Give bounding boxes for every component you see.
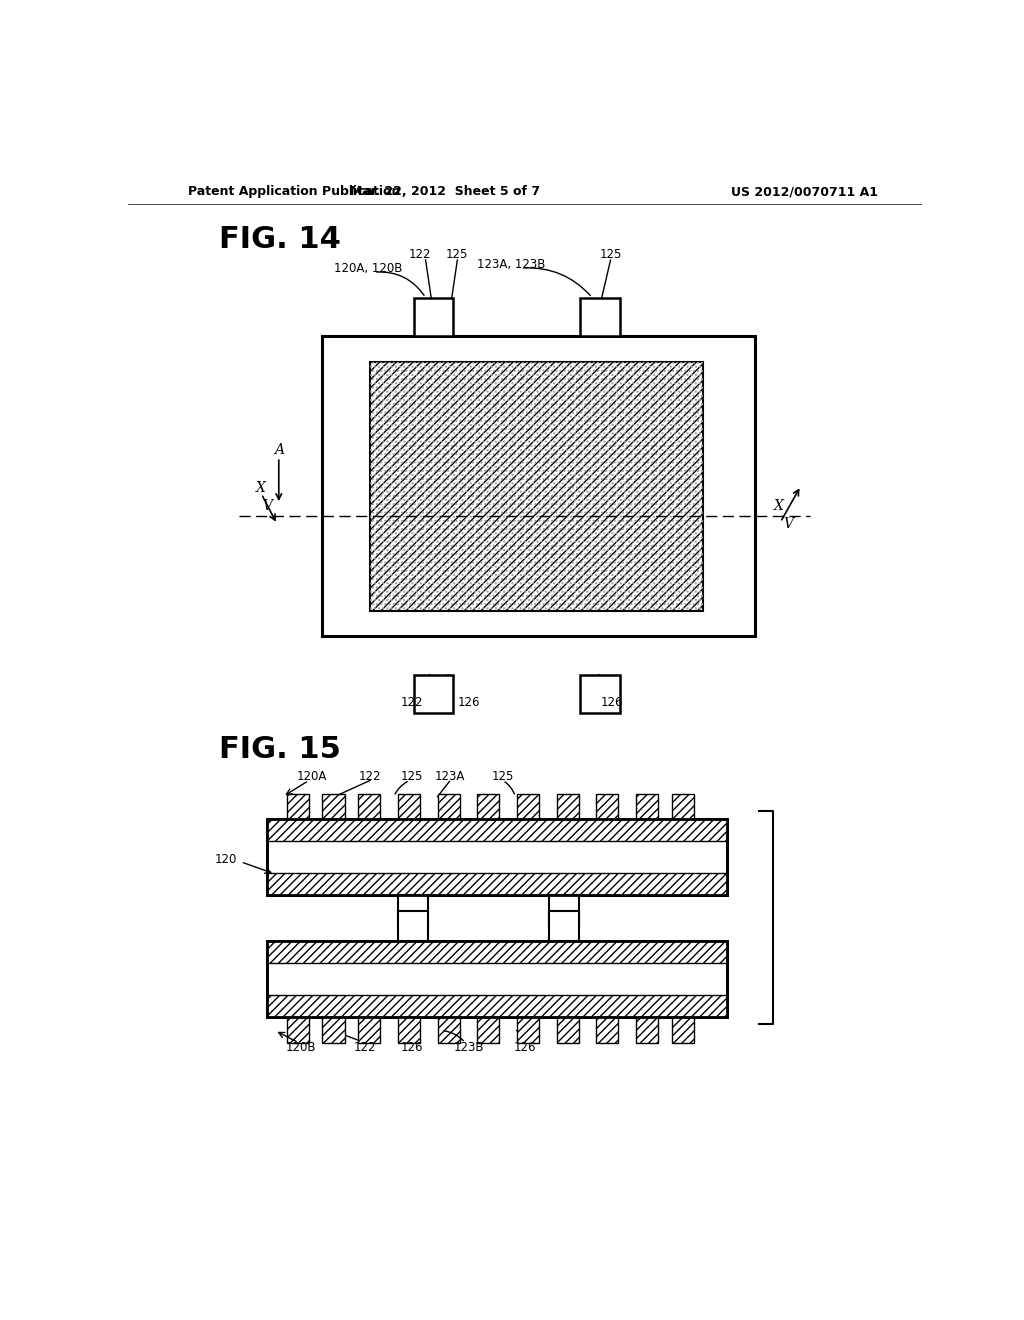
Bar [596, 1018, 618, 1043]
Text: FIG. 15: FIG. 15 [219, 735, 341, 764]
Text: Mar. 22, 2012  Sheet 5 of 7: Mar. 22, 2012 Sheet 5 of 7 [350, 185, 541, 198]
Bar [672, 1018, 694, 1043]
Text: 123B: 123B [454, 1041, 484, 1055]
Text: X: X [774, 499, 783, 513]
Bar [581, 297, 621, 337]
Bar [549, 895, 579, 925]
Bar [370, 362, 703, 611]
Bar [581, 675, 621, 713]
Bar [323, 337, 755, 636]
Bar [437, 793, 460, 818]
Text: FIG. 14: FIG. 14 [219, 226, 341, 255]
Bar [267, 941, 727, 1018]
Text: 126: 126 [601, 696, 624, 709]
Bar [517, 1018, 539, 1043]
Bar [414, 675, 454, 713]
Text: 120A, 120B: 120A, 120B [334, 261, 402, 275]
Text: 125: 125 [492, 770, 514, 783]
Text: 120A: 120A [297, 770, 328, 783]
Bar [287, 793, 309, 818]
Bar [437, 1018, 460, 1043]
Text: US 2012/0070711 A1: US 2012/0070711 A1 [731, 185, 879, 198]
Bar [477, 793, 500, 818]
Text: V: V [262, 499, 272, 513]
Text: 125: 125 [401, 770, 423, 783]
Text: 123A, 123B: 123A, 123B [477, 257, 546, 271]
Text: X: X [256, 480, 266, 495]
Bar [323, 1018, 345, 1043]
Text: 122: 122 [400, 696, 423, 709]
Bar [358, 793, 380, 818]
Bar [267, 818, 727, 841]
Text: V: V [783, 517, 794, 532]
Bar [267, 873, 727, 895]
Text: 126: 126 [514, 1041, 536, 1055]
Text: 126: 126 [400, 1041, 423, 1055]
Bar [267, 818, 727, 895]
Bar [397, 911, 428, 941]
Bar [596, 793, 618, 818]
Text: 123A: 123A [434, 770, 465, 783]
Bar [397, 793, 420, 818]
Text: 125: 125 [446, 248, 469, 261]
Bar [370, 362, 703, 611]
Text: 125: 125 [599, 248, 622, 261]
Bar [517, 793, 539, 818]
Bar [397, 1018, 420, 1043]
Bar [477, 1018, 500, 1043]
Text: 122: 122 [353, 1041, 376, 1055]
Bar [636, 793, 658, 818]
Bar [287, 1018, 309, 1043]
Bar [414, 297, 454, 337]
Bar [323, 793, 345, 818]
Text: 120B: 120B [286, 1041, 316, 1055]
Text: 122: 122 [358, 770, 381, 783]
Bar [557, 1018, 579, 1043]
Bar [358, 1018, 380, 1043]
Bar [267, 995, 727, 1018]
Bar [549, 911, 579, 941]
Text: 126: 126 [458, 696, 480, 709]
Text: Patent Application Publication: Patent Application Publication [187, 185, 400, 198]
Bar [267, 818, 727, 895]
Text: A: A [273, 444, 284, 457]
Text: 120: 120 [215, 853, 238, 866]
Text: 122: 122 [409, 248, 431, 261]
Bar [636, 1018, 658, 1043]
Bar [557, 793, 579, 818]
Bar [267, 941, 727, 964]
Bar [267, 941, 727, 1018]
Bar [397, 895, 428, 925]
Bar [672, 793, 694, 818]
